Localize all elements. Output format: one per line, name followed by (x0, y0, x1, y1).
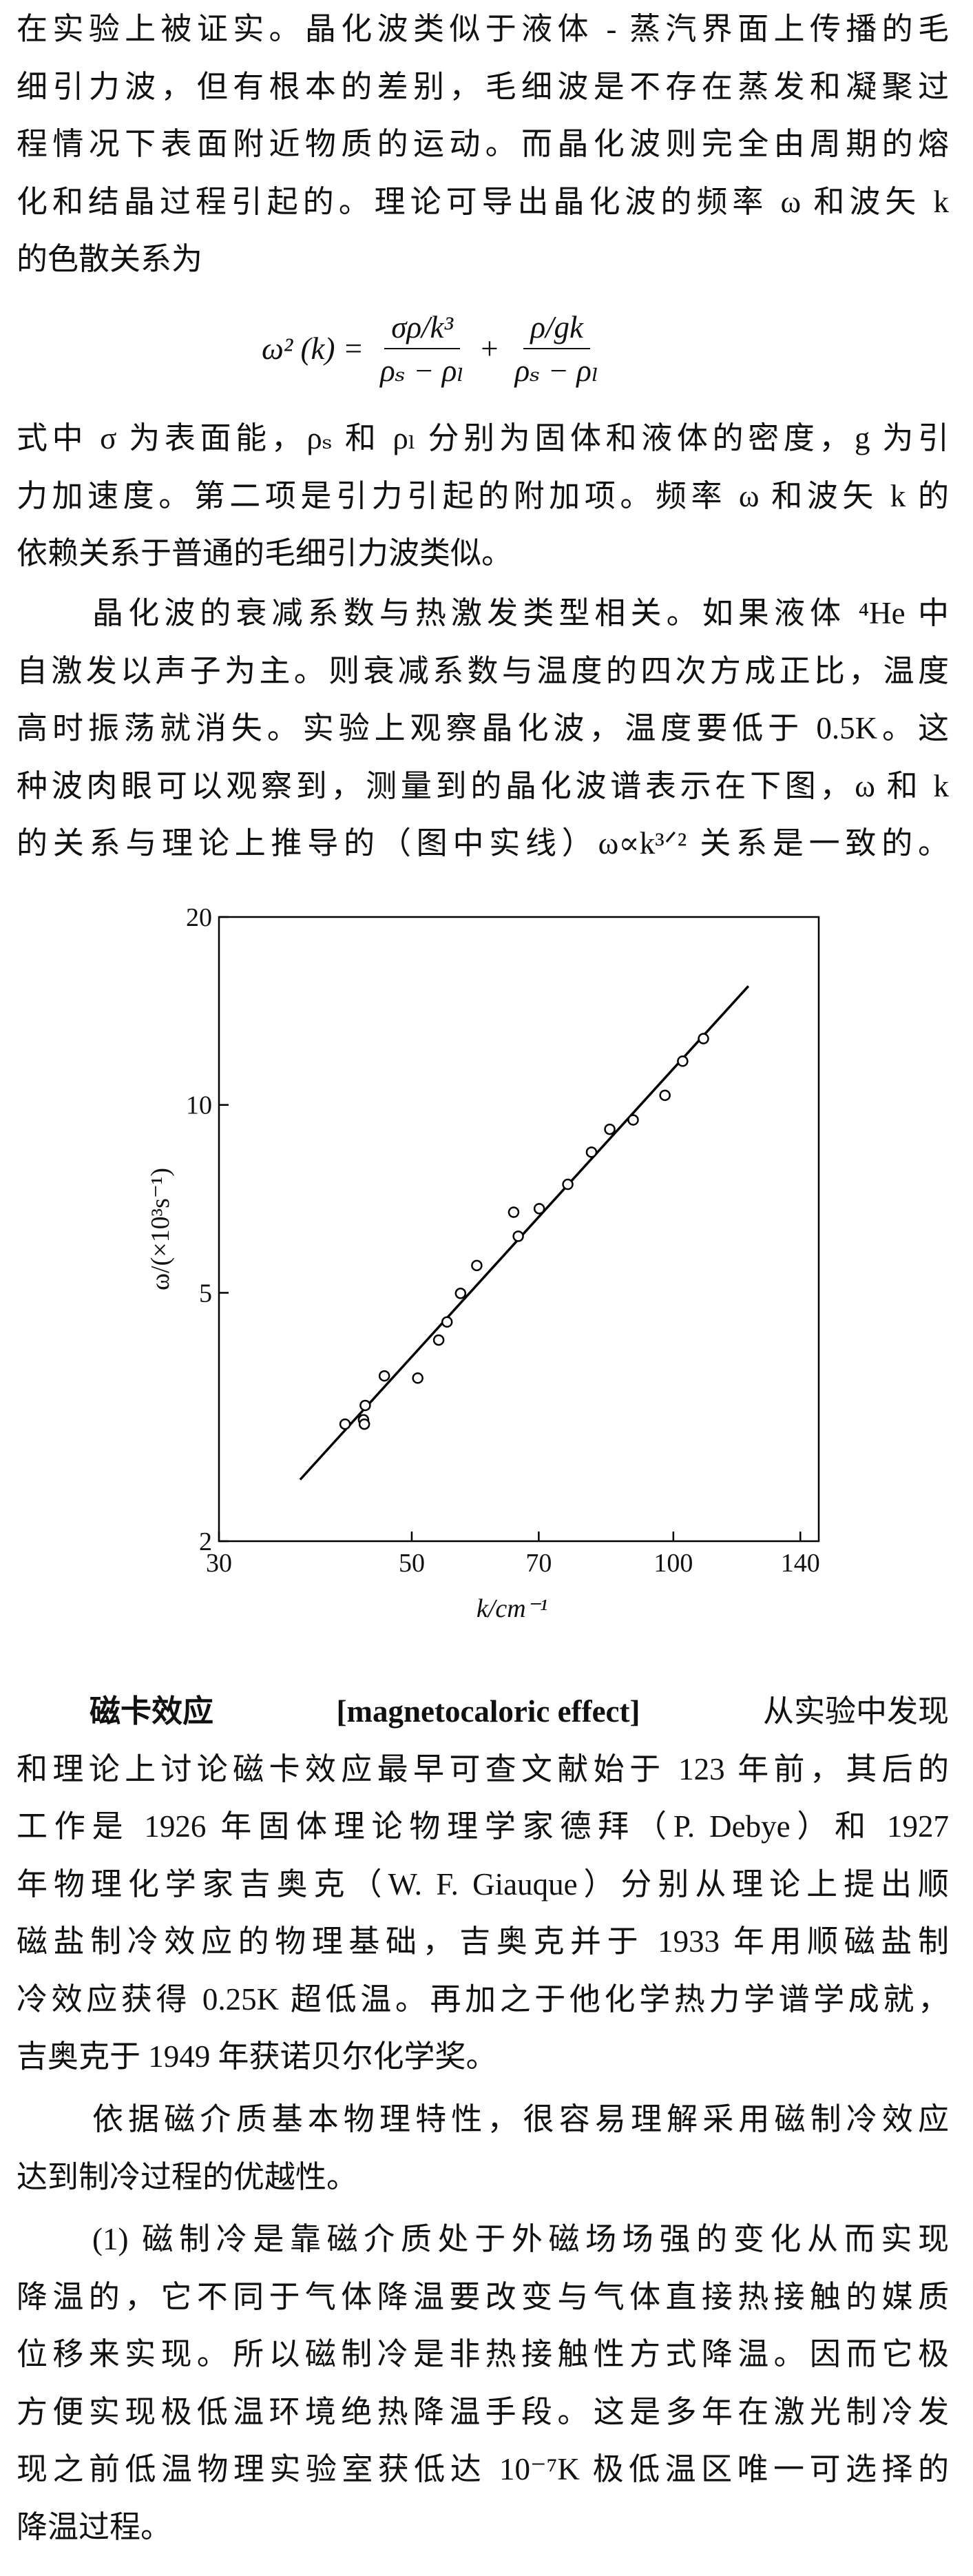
text-line: 磁盐制冷效应的物理基础，吉奥克并于 1933 年用顺磁盐制 (17, 1924, 949, 1959)
data-point (677, 1055, 689, 1067)
numerator: ρ/gk (523, 309, 590, 349)
data-point (585, 1146, 598, 1158)
text-line: (1) 磁制冷是靠磁介质处于外磁场场强的变化从而实现 (92, 2222, 949, 2256)
y-tick-label: 2 (199, 1527, 212, 1556)
text-line: 力加速度。第二项是引力引起的附加项。频率 ω 和波矢 k 的 (17, 478, 949, 513)
text-line: 种波肉眼可以观察到，测量到的晶化波谱表示在下图，ω 和 k (17, 768, 949, 803)
entry-first-line: 磁卡效应 [magnetocaloric effect] 从实验中发现 (90, 1691, 949, 1732)
text-line: 达到制冷过程的优越性。 (17, 2159, 358, 2194)
data-point (441, 1316, 453, 1328)
text-line: 细引力波，但有根本的差别，毛细波是不存在蒸发和凝聚过 (17, 69, 949, 104)
text-line: 吉奥克于 1949 年获诺贝尔化学奖。 (17, 2039, 497, 2074)
eq-lhs: ω² (k) = (262, 331, 364, 366)
x-tick-label: 100 (653, 1549, 693, 1578)
fraction: ρ/gk ρₛ − ρₗ (508, 309, 606, 389)
data-point (454, 1288, 467, 1299)
entry-term: [magnetocaloric effect] (336, 1694, 640, 1729)
y-axis-label: ω/(×10³s⁻¹) (146, 1168, 175, 1290)
data-point (698, 1033, 709, 1044)
text-line: 化和结晶过程引起的。理论可导出晶化波的频率 ω 和波矢 k (17, 184, 949, 219)
denominator: ρₛ − ρₗ (380, 353, 465, 388)
text-line: 年物理化学家吉奥克（W. F. Giauque）分别从理论上提出顺 (17, 1866, 949, 1902)
text-line: 依据磁介质基本物理特性，很容易理解采用磁制冷效应 (92, 2102, 949, 2136)
data-point (339, 1418, 351, 1430)
plus: + (481, 331, 499, 366)
data-point (378, 1370, 390, 1382)
data-point (358, 1418, 370, 1430)
numerator: σρ/k³ (384, 309, 461, 349)
fit-line (299, 985, 750, 1481)
entry-head: 磁卡效应 (90, 1694, 214, 1729)
text-line: 工作是 1926 年固体理论物理学家德拜（P. Debye）和 1927 (17, 1809, 949, 1844)
equation: ω² (k) = σρ/k³ ρₛ − ρₗ + ρ/gk ρₛ − ρₗ (262, 300, 616, 397)
denominator: ρₛ − ρₗ (514, 353, 599, 388)
text-line: 在实验上被证实。晶化波类似于液体 - 蒸汽界面上传播的毛 (17, 12, 949, 46)
data-point (471, 1259, 483, 1272)
text-line: 的色散关系为 (17, 242, 203, 276)
data-point (359, 1399, 371, 1412)
text-line: 降温过程。 (17, 2509, 172, 2544)
y-tick-label: 10 (186, 1091, 212, 1120)
data-point (432, 1334, 445, 1346)
text-line: 降温的，它不同于气体降温要改变与气体直接热接触的媒质 (17, 2279, 949, 2314)
text-line: 高时振荡就消失。实验上观察晶化波，温度要低于 0.5K。这 (17, 711, 949, 745)
x-tick-label: 70 (525, 1549, 552, 1578)
data-point (512, 1230, 524, 1242)
x-axis-label: k/cm⁻¹ (477, 1594, 547, 1623)
text-line: 自激发以声子为主。则衰减系数与温度的四次方成正比，温度 (17, 653, 949, 688)
text-line: 方便实现极低温环境绝热降温手段。这是多年在激光制冷发 (17, 2394, 949, 2429)
data-point (508, 1206, 520, 1218)
y-tick-label: 5 (199, 1279, 212, 1308)
text-line: 依赖关系于普通的毛细引力波类似。 (17, 536, 513, 570)
data-point (562, 1178, 574, 1191)
text-line: 冷效应获得 0.25K 超低温。再加之于他化学热力学谱学成就， (17, 1981, 949, 2017)
x-tick-label: 30 (206, 1549, 232, 1578)
text-line: 和理论上讨论磁卡效应最早可查文献始于 123 年前，其后的 (17, 1751, 949, 1786)
text-line: 程情况下表面附近物质的运动。而晶化波则完全由周期的熔 (17, 127, 949, 161)
text-line: 晶化波的衰减系数与热激发类型相关。如果液体 ⁴He 中 (92, 596, 949, 630)
text-line: 现之前低温物理实验室获低达 10⁻⁷K 极低温区唯一可选择的 (17, 2452, 949, 2486)
x-tick-label: 50 (399, 1549, 425, 1578)
y-tick-label: 20 (186, 903, 212, 932)
fraction: σρ/k³ ρₛ − ρₗ (373, 309, 471, 389)
x-tick-label: 140 (781, 1549, 820, 1578)
data-point (533, 1203, 545, 1215)
text-line: 式中 σ 为表面能，ρₛ 和 ρₗ 分别为固体和液体的密度，g 为引 (17, 421, 949, 455)
text-line: 的关系与理论上推导的（图中实线）ω∝k³ᐟ² 关系是一致的。 (17, 826, 949, 861)
plot-frame (218, 916, 820, 1543)
data-point (659, 1089, 671, 1102)
text-line: 位移来实现。所以磁制冷是非热接触性方式降温。因而它极 (17, 2337, 949, 2371)
data-point (412, 1372, 423, 1384)
text-line: 从实验中发现 (762, 1694, 949, 1729)
data-point (604, 1123, 616, 1135)
data-point (627, 1114, 639, 1126)
